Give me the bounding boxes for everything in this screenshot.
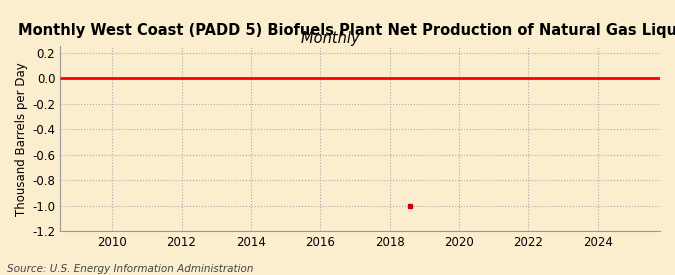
Text: Monthly: Monthly xyxy=(300,31,364,46)
Title: Monthly West Coast (PADD 5) Biofuels Plant Net Production of Natural Gas Liquids: Monthly West Coast (PADD 5) Biofuels Pla… xyxy=(18,23,675,38)
Text: Source: U.S. Energy Information Administration: Source: U.S. Energy Information Administ… xyxy=(7,264,253,274)
Y-axis label: Thousand Barrels per Day: Thousand Barrels per Day xyxy=(15,62,28,216)
